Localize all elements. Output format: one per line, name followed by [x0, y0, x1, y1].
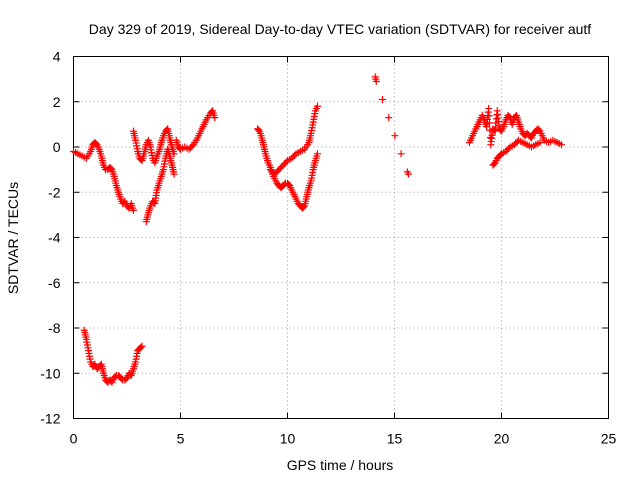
x-tick-label: 5: [177, 431, 185, 447]
y-tick-label: -2: [48, 184, 61, 200]
data-point-plus: [138, 342, 146, 350]
data-point-plus: [485, 105, 493, 113]
data-point-plus: [188, 142, 196, 150]
y-tick-label: -12: [40, 411, 60, 427]
data-point-plus: [291, 151, 299, 159]
y-tick-label: -8: [48, 320, 61, 336]
data-point-plus: [485, 112, 493, 120]
y-tick-label: 2: [53, 94, 61, 110]
grid-lines: [73, 56, 609, 419]
data-point-plus: [150, 198, 158, 206]
data-point-plus: [557, 141, 565, 149]
data-point-plus: [372, 77, 380, 85]
tick-labels: 0 5 10 15 20 25 -12 -10 -8 -6 -4 -2 0 2 4: [40, 49, 616, 447]
data-point-plus: [170, 170, 178, 178]
data-point-plus: [391, 132, 399, 140]
data-point-plus: [313, 102, 321, 110]
data-point-plus: [137, 343, 145, 351]
y-axis-label: SDTVAR / TECUs: [5, 182, 21, 294]
x-tick-label: 0: [70, 431, 78, 447]
data-point-plus: [397, 150, 405, 158]
data-point-plus: [313, 150, 321, 158]
y-tick-label: 0: [53, 139, 61, 155]
y-tick-label: 4: [53, 49, 61, 65]
y-tick-label: -4: [48, 230, 61, 246]
chart-title: Day 329 of 2019, Sidereal Day-to-day VTE…: [89, 21, 592, 37]
data-point-plus: [211, 114, 219, 122]
x-tick-label: 15: [387, 431, 403, 447]
data-points: [70, 73, 565, 386]
x-tick-label: 25: [601, 431, 617, 447]
data-point-plus: [385, 114, 393, 122]
data-point-plus: [490, 126, 498, 134]
data-point-plus: [379, 95, 387, 103]
data-point-plus: [486, 119, 494, 127]
x-tick-label: 20: [494, 431, 510, 447]
data-point-plus: [129, 206, 137, 214]
x-tick-label: 10: [280, 431, 296, 447]
data-point-plus: [300, 203, 308, 211]
data-point-plus: [505, 145, 513, 153]
y-tick-label: -6: [48, 275, 61, 291]
data-point-plus: [536, 138, 544, 146]
data-point-plus: [282, 158, 290, 166]
data-point-plus: [404, 170, 412, 178]
y-tick-label: -10: [40, 365, 60, 381]
x-axis-label: GPS time / hours: [287, 457, 394, 473]
plot-frame: [73, 56, 609, 419]
